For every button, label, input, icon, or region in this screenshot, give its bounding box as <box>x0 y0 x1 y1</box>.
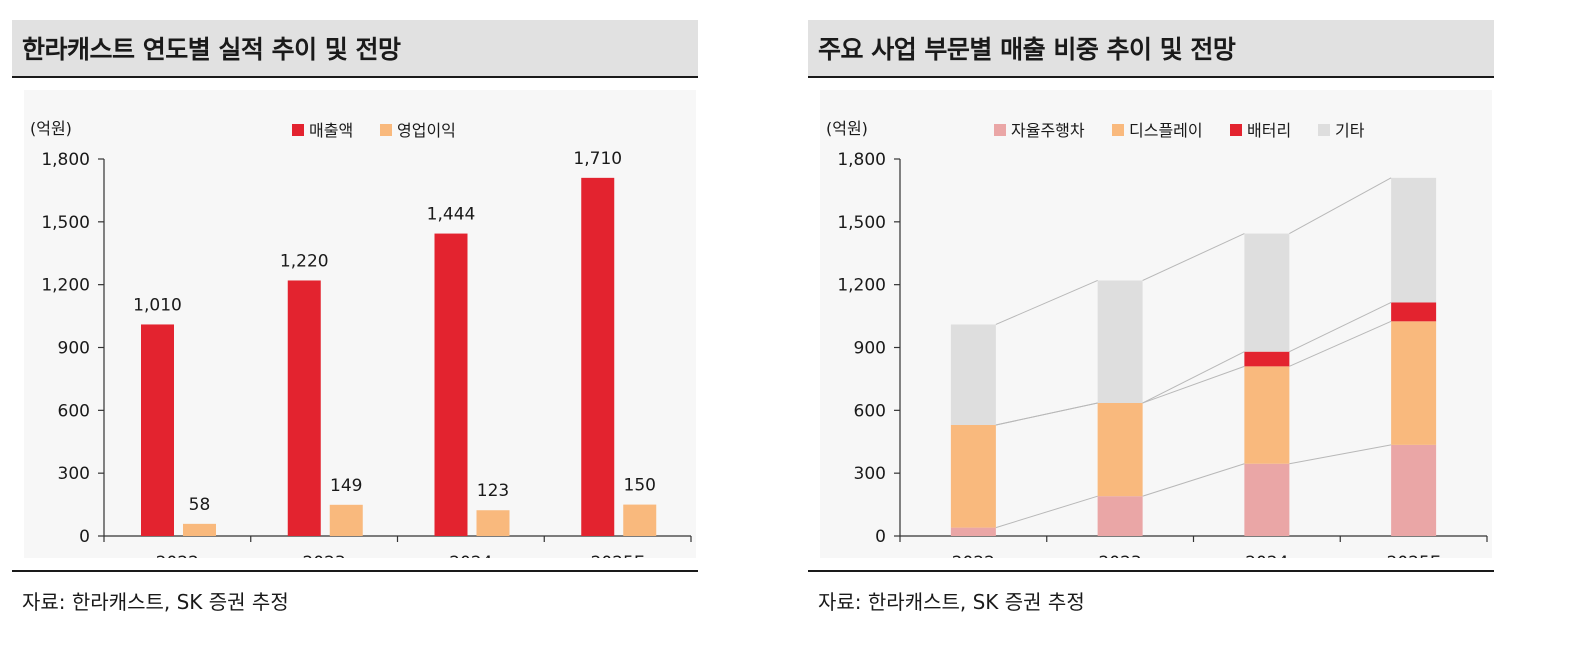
data-label: 58 <box>189 495 211 515</box>
stacked-bar-segment <box>1097 280 1143 404</box>
connector-line <box>1142 365 1245 404</box>
bar <box>141 324 174 536</box>
bar <box>329 504 363 536</box>
connector-line <box>1289 302 1392 353</box>
source-note: 자료: 한라캐스트, SK 증권 추정 <box>22 590 289 614</box>
connector-line <box>1289 444 1392 465</box>
connector-line <box>1289 177 1392 235</box>
bar <box>581 177 615 536</box>
segment-mix-chart: 0 300 600 900 1,200 1,500 1,800 2022 2023 2024 202… <box>826 119 1488 558</box>
data-label: 150 <box>624 476 656 496</box>
plot-area: 0 300 600 900 1,200 1,500 1,800 2022 2023 2024 202… <box>24 90 696 558</box>
x-tick-label: 2024 <box>449 553 492 558</box>
legend-label: 매출액 <box>309 121 353 140</box>
stacked-bar-segment <box>1391 302 1437 322</box>
revenue-profit-chart: 0 300 600 900 1,200 1,500 1,800 2022 2023 2024 202… <box>30 119 692 558</box>
legend-swatch <box>292 124 304 136</box>
connector-line <box>1142 351 1245 404</box>
y-tick-label: 1,500 <box>837 213 886 233</box>
stacked-bar-segment <box>950 324 996 425</box>
data-label: 1,444 <box>427 205 476 225</box>
stacked-bar-segment <box>1097 496 1143 536</box>
stacked-bar-segment <box>1391 444 1437 536</box>
x-tick-label: 2023 <box>1098 553 1141 558</box>
y-tick-label: 0 <box>875 527 886 547</box>
y-tick-label: 600 <box>854 401 886 421</box>
title-bar: 주요 사업 부문별 매출 비중 추이 및 전망 <box>808 20 1494 78</box>
source-note: 자료: 한라캐스트, SK 증권 추정 <box>818 590 1085 614</box>
y-tick-label: 600 <box>58 401 90 421</box>
stacked-bar-segment <box>1244 366 1290 464</box>
bar <box>287 280 321 536</box>
segment-mix-panel: 주요 사업 부문별 매출 비중 추이 및 전망 0 300 600 900 1,200 1… <box>808 20 1494 640</box>
legend-swatch <box>1230 124 1242 136</box>
y-tick-label: 300 <box>58 464 90 484</box>
legend-label: 자율주행차 <box>1011 121 1085 140</box>
x-tick-label: 2025E <box>1387 553 1441 558</box>
x-tick-label: 2025E <box>591 553 645 558</box>
bar <box>623 504 657 536</box>
legend-label: 기타 <box>1335 121 1365 140</box>
x-tick-label: 2024 <box>1245 553 1288 558</box>
y-tick-label: 900 <box>854 339 886 359</box>
unit-label: (억원) <box>30 119 72 138</box>
connector-line <box>1142 463 1245 497</box>
title-bar: 한라캐스트 연도별 실적 추이 및 전망 <box>12 20 698 78</box>
chart-title: 주요 사업 부문별 매출 비중 추이 및 전망 <box>818 35 1236 64</box>
legend-swatch <box>1318 124 1330 136</box>
y-tick-label: 1,800 <box>837 150 886 170</box>
stacked-bar-segment <box>1244 233 1290 352</box>
plot-area: 0 300 600 900 1,200 1,500 1,800 2022 2023 2024 202… <box>820 90 1492 558</box>
legend-label: 영업이익 <box>397 121 456 140</box>
x-tick-label: 2023 <box>302 553 345 558</box>
y-tick-label: 1,800 <box>41 150 90 170</box>
connector-line <box>995 280 1098 325</box>
connector-line <box>995 402 1098 426</box>
divider <box>808 570 1494 572</box>
data-label: 1,710 <box>573 149 622 169</box>
stacked-bar-segment <box>1244 463 1290 536</box>
legend-label: 배터리 <box>1247 121 1291 140</box>
y-tick-label: 1,200 <box>837 276 886 296</box>
bar <box>183 523 216 536</box>
data-label: 123 <box>477 481 509 501</box>
y-tick-label: 1,500 <box>41 213 90 233</box>
y-tick-label: 0 <box>79 527 90 547</box>
stacked-bar-segment <box>950 424 996 528</box>
data-label: 1,220 <box>280 251 329 271</box>
legend-swatch <box>994 124 1006 136</box>
data-label: 149 <box>330 476 362 496</box>
bar <box>476 510 510 536</box>
chart-title: 한라캐스트 연도별 실적 추이 및 전망 <box>22 35 401 64</box>
stacked-bar-segment <box>1391 177 1437 303</box>
data-label: 1,010 <box>133 295 182 315</box>
legend-swatch <box>380 124 392 136</box>
divider <box>12 570 698 572</box>
stacked-bar-segment <box>1244 351 1290 367</box>
legend-label: 디스플레이 <box>1129 121 1203 140</box>
revenue-profit-panel: 한라캐스트 연도별 실적 추이 및 전망 0 300 600 900 1,200 1,50… <box>12 20 698 640</box>
connector-line <box>995 495 1098 529</box>
y-tick-label: 300 <box>854 464 886 484</box>
stacked-bar-segment <box>950 527 996 536</box>
connector-line <box>1142 233 1245 281</box>
legend-swatch <box>1112 124 1124 136</box>
connector-line <box>1289 320 1392 367</box>
bar <box>434 233 468 536</box>
y-tick-label: 1,200 <box>41 276 90 296</box>
stacked-bar-segment <box>1391 321 1437 445</box>
stacked-bar-segment <box>1097 403 1143 497</box>
x-tick-label: 2022 <box>156 553 199 558</box>
unit-label: (억원) <box>826 119 868 138</box>
x-tick-label: 2022 <box>952 553 995 558</box>
y-tick-label: 900 <box>58 339 90 359</box>
